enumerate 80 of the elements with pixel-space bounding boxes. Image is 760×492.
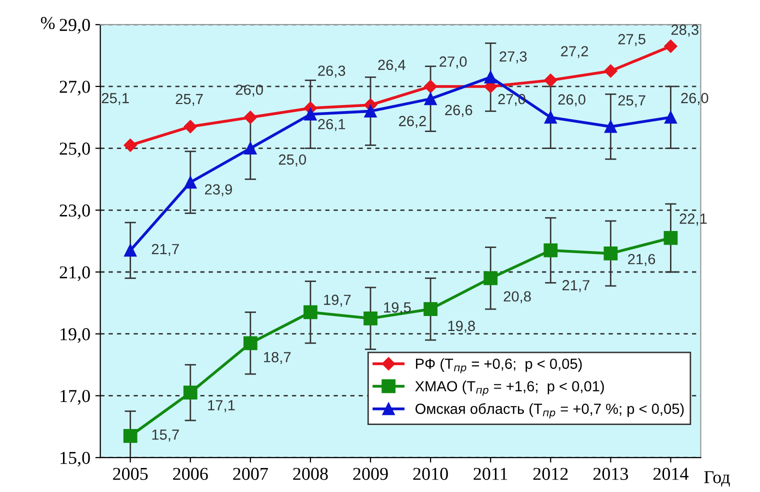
- data-label: 26,4: [378, 60, 406, 72]
- point: [484, 271, 498, 286]
- point: [484, 70, 497, 84]
- legend-label: РФ (T$_{пр}$ = +0,6; p < 0,05): [416, 358, 582, 374]
- data-label: 25,1: [102, 92, 129, 106]
- data-label: 26,2: [399, 116, 426, 128]
- point: [424, 80, 438, 94]
- x-tick-label: 2010: [413, 468, 448, 480]
- data-label: 26,1: [318, 118, 346, 132]
- y-tick-label: 25,0: [60, 142, 90, 158]
- point: [604, 64, 618, 78]
- point: [244, 142, 257, 155]
- data-label: 26,6: [445, 104, 472, 117]
- point: [304, 305, 318, 320]
- y-tick-label: 23,0: [60, 204, 90, 220]
- data-label: 26,3: [318, 66, 346, 78]
- data-label: 22,1: [680, 214, 707, 226]
- x-tick-label: 2007: [233, 468, 268, 480]
- x-tick-label: 2006: [173, 468, 208, 480]
- x-tick-label: 2013: [593, 468, 628, 480]
- data-label: 27,5: [618, 34, 646, 46]
- data-label: 21,7: [562, 280, 590, 292]
- data-label: 27,2: [561, 46, 588, 58]
- data-label: 19,5: [384, 302, 411, 314]
- data-label: 21,7: [152, 244, 179, 256]
- data-label: 27,0: [440, 56, 467, 68]
- x-axis-title: Год: [704, 471, 730, 487]
- data-label: 27,0: [498, 94, 526, 106]
- x-tick-label: 2014: [653, 468, 688, 480]
- data-label: 26,0: [236, 84, 263, 97]
- point: [364, 311, 378, 326]
- x-tick-label: 2011: [474, 468, 508, 480]
- point: [604, 246, 618, 260]
- data-label: 20,8: [504, 291, 531, 304]
- x-tick-label: 2009: [353, 468, 388, 480]
- point: [183, 386, 198, 400]
- y-axis-title: %: [40, 16, 55, 30]
- point: [604, 120, 617, 133]
- point: [424, 92, 437, 106]
- point: [244, 110, 258, 124]
- point: [243, 336, 258, 350]
- data-label: 25,7: [176, 94, 203, 106]
- point: [184, 120, 197, 134]
- point: [544, 111, 557, 124]
- data-label: 25,7: [618, 95, 646, 108]
- legend-label: ХМАО (T$_{пр}$ = +1,6; p < 0,01): [415, 380, 604, 396]
- y-tick-label: 17,0: [60, 390, 90, 405]
- point: [184, 176, 197, 189]
- y-tick-label: 29,0: [60, 18, 90, 34]
- point: [664, 111, 677, 124]
- point: [424, 302, 438, 316]
- data-label: 28,3: [671, 24, 698, 37]
- data-label: 21,6: [628, 254, 656, 266]
- data-label: 26,0: [558, 94, 586, 106]
- y-tick-label: 27,0: [60, 80, 90, 96]
- y-tick-label: 21,0: [60, 266, 90, 282]
- data-label: 19,8: [448, 320, 475, 333]
- data-label: 17,1: [208, 400, 235, 412]
- y-tick-label: 19,0: [60, 328, 90, 343]
- data-label: 25,0: [278, 154, 306, 166]
- data-label: 26,0: [681, 92, 708, 105]
- data-label: 27,3: [500, 51, 527, 64]
- point: [124, 244, 137, 257]
- data-label: 23,9: [205, 184, 232, 196]
- y-tick-label: 15,0: [60, 452, 90, 467]
- data-label: 18,7: [264, 352, 291, 364]
- data-label: 19,7: [324, 294, 351, 307]
- x-tick-label: 2008: [293, 468, 328, 480]
- data-label: 15,7: [152, 430, 179, 442]
- point: [544, 74, 558, 87]
- point: [364, 104, 377, 118]
- point: [123, 428, 138, 443]
- point: [304, 108, 317, 121]
- point: [664, 231, 678, 245]
- x-tick-label: 2012: [533, 468, 568, 480]
- point: [124, 138, 137, 152]
- legend-label: Омская область (T$_{пр}$ = +0,7 %; p < 0,05): [415, 403, 684, 418]
- point: [664, 40, 678, 53]
- x-tick-label: 2005: [113, 468, 148, 480]
- point: [544, 243, 558, 258]
